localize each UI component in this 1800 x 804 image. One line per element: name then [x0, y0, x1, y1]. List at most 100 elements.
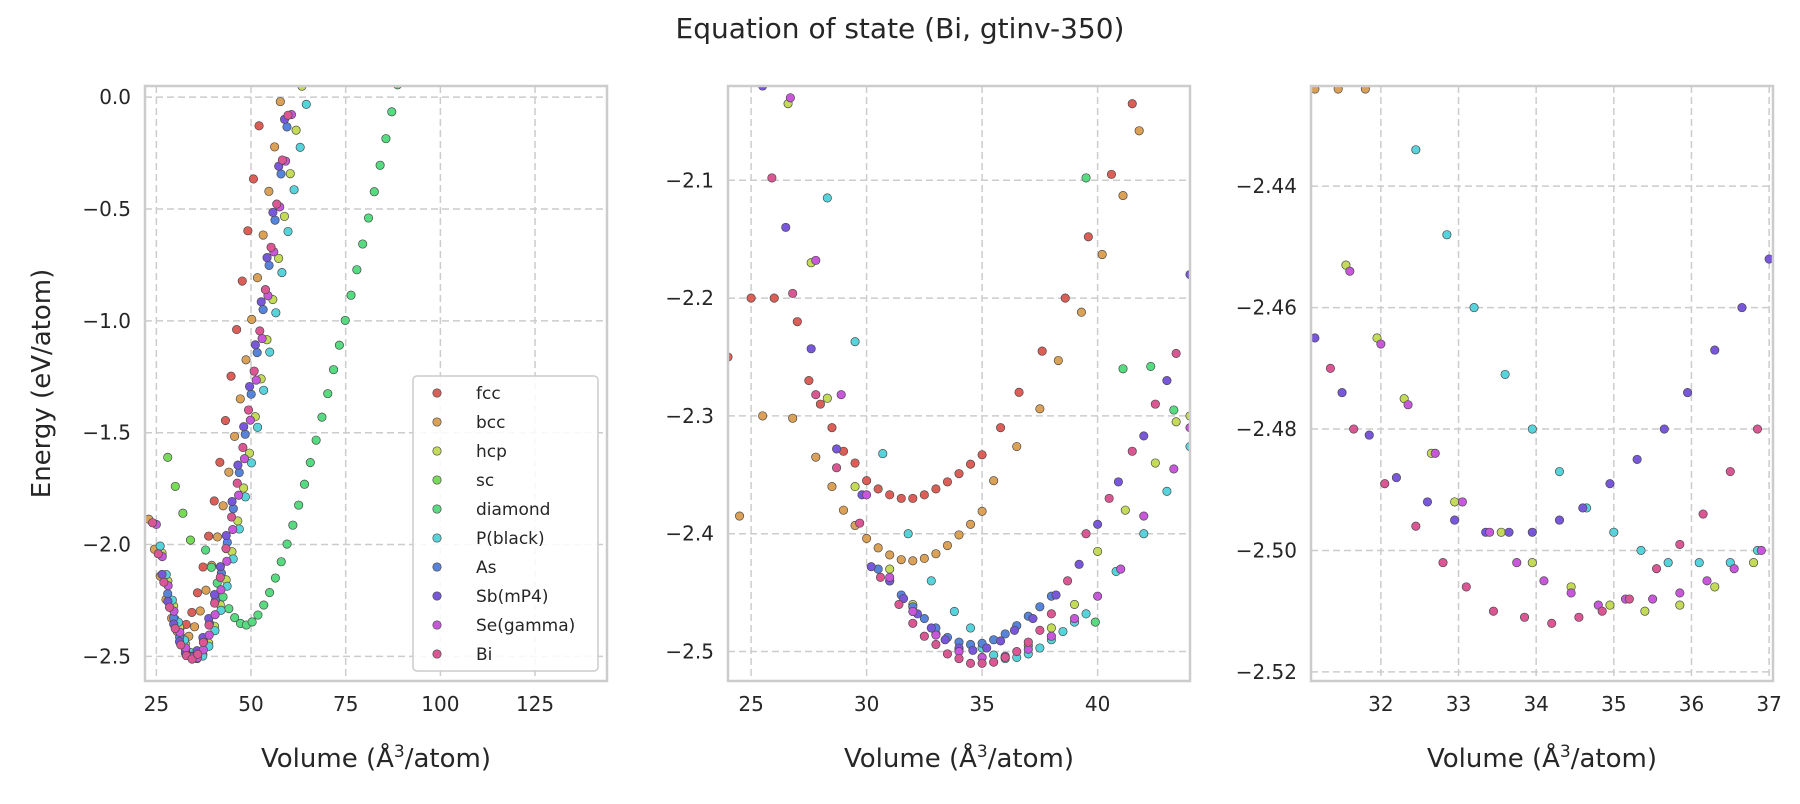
- data-point: [942, 649, 952, 659]
- data-point: [245, 415, 255, 425]
- data-point: [210, 598, 220, 608]
- data-point: [201, 585, 211, 595]
- data-point: [940, 635, 950, 645]
- data-point: [334, 340, 344, 350]
- data-point: [1539, 576, 1549, 586]
- legend-marker: [432, 417, 442, 427]
- data-point: [1081, 529, 1091, 539]
- legend-label: Bi: [476, 645, 492, 665]
- data-point: [187, 607, 197, 617]
- series-sb-mp4-: [157, 114, 290, 661]
- data-point: [908, 556, 918, 566]
- data-point: [283, 226, 293, 237]
- data-point: [1411, 145, 1421, 155]
- data-point: [228, 524, 238, 535]
- y-tick-label: −2.5: [82, 644, 131, 668]
- data-point: [193, 649, 203, 659]
- data-point: [247, 314, 257, 324]
- data-point: [1702, 576, 1712, 586]
- y-tick-label: −2.0: [82, 533, 131, 557]
- data-point: [317, 412, 327, 422]
- data-point: [246, 458, 257, 468]
- data-point: [1710, 345, 1720, 355]
- data-point: [1146, 361, 1156, 371]
- series-bi: [148, 110, 293, 664]
- data-point: [746, 293, 756, 303]
- legend-marker: [432, 475, 442, 485]
- data-point: [323, 389, 333, 399]
- data-point: [1438, 558, 1448, 568]
- data-point: [873, 543, 883, 553]
- x-tick-label: 125: [516, 692, 554, 716]
- data-point: [1675, 539, 1685, 549]
- data-point: [363, 213, 374, 223]
- data-point: [240, 429, 250, 439]
- data-point: [259, 600, 269, 610]
- points-layer: [145, 0, 402, 664]
- data-point: [192, 588, 203, 598]
- x-tick-label: 34: [1523, 692, 1548, 716]
- data-point: [1035, 643, 1045, 653]
- data-point: [195, 606, 205, 616]
- data-point: [806, 344, 816, 354]
- data-point: [1113, 477, 1123, 487]
- data-point: [245, 381, 255, 392]
- y-tick-label: −1.0: [82, 309, 131, 333]
- data-point: [1333, 86, 1343, 94]
- legend-marker: [432, 388, 442, 398]
- data-point: [926, 623, 936, 633]
- data-point: [252, 273, 262, 283]
- data-point: [283, 110, 293, 120]
- data-point: [827, 482, 837, 492]
- data-point: [277, 268, 287, 278]
- legend-label: bcc: [476, 413, 505, 433]
- data-point: [159, 577, 169, 587]
- data-point: [931, 484, 941, 494]
- data-point: [257, 333, 267, 344]
- data-point: [954, 654, 964, 664]
- x-tick-label: 35: [1601, 692, 1626, 716]
- y-tick-label: −2.48: [1236, 417, 1297, 441]
- data-point: [1035, 602, 1045, 612]
- data-point: [977, 658, 987, 668]
- y-axis-label: Energy (eV/atom): [27, 269, 57, 498]
- grid: [728, 86, 1190, 681]
- data-point: [1380, 479, 1390, 489]
- data-point: [931, 549, 941, 559]
- data-point: [1012, 646, 1022, 657]
- data-point: [1578, 503, 1588, 513]
- data-point: [198, 562, 208, 572]
- data-point: [1422, 497, 1433, 507]
- subplot-2: 25 30 35 40 −2.1 −2.2 −2.3 −2.4 −2.5 Volume (Å3/a…: [665, 84, 1192, 774]
- data-point: [246, 389, 256, 399]
- data-point: [1554, 515, 1565, 525]
- data-point: [294, 500, 304, 510]
- data-point: [164, 602, 175, 612]
- y-tick-label: −2.5: [665, 640, 714, 664]
- data-point: [204, 531, 214, 541]
- data-point: [247, 617, 257, 627]
- data-point: [1512, 558, 1522, 568]
- data-point: [282, 52, 290, 60]
- data-point: [781, 222, 791, 232]
- data-point: [919, 553, 929, 564]
- legend-marker: [432, 504, 442, 514]
- legend-label: As: [476, 558, 497, 578]
- data-point: [1097, 249, 1107, 260]
- data-point: [1391, 473, 1401, 483]
- data-point: [170, 623, 180, 634]
- data-point: [1311, 86, 1320, 94]
- data-point: [272, 199, 282, 209]
- axes-frame: [143, 84, 609, 683]
- data-point: [1710, 582, 1720, 592]
- x-tick-label: 30: [854, 692, 879, 716]
- data-point: [1729, 564, 1739, 574]
- series-fcc: [153, 121, 264, 632]
- x-axis-label: Volume (Å3/atom): [261, 742, 491, 774]
- data-point: [204, 620, 214, 630]
- data-point: [896, 493, 906, 503]
- data-point: [309, 0, 317, 1]
- data-point: [1134, 126, 1144, 136]
- data-point: [221, 530, 231, 541]
